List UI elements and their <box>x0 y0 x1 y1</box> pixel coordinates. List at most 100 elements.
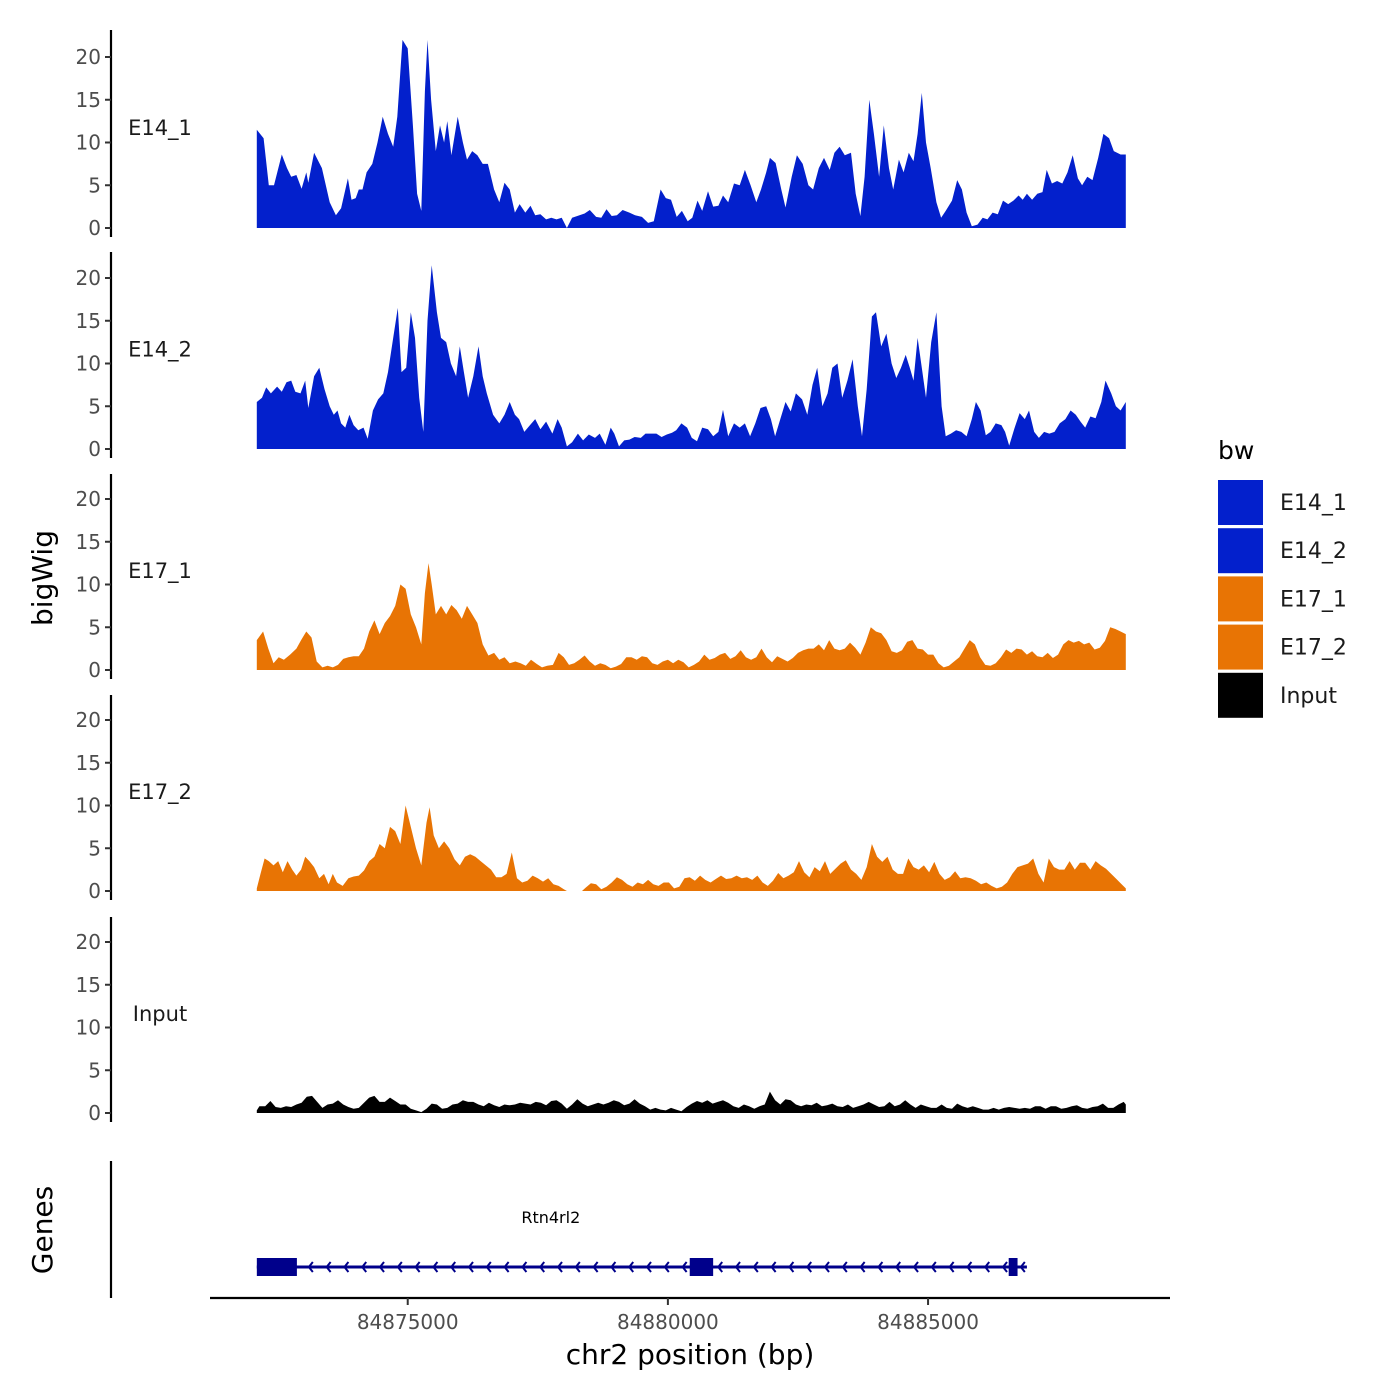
genes-panel-title: Genes <box>26 1186 59 1274</box>
signal-area-e14-2 <box>256 265 1126 449</box>
y-tick-label: 0 <box>88 437 101 461</box>
legend-title: bw <box>1218 436 1254 465</box>
strand-chevron <box>805 1261 813 1273</box>
strand-chevron <box>877 1261 884 1273</box>
y-tick-label: 15 <box>76 973 101 997</box>
y-tick-label: 10 <box>76 794 101 818</box>
strand-chevron <box>734 1261 741 1273</box>
legend-swatch <box>1218 624 1263 670</box>
strand-chevron <box>948 1261 955 1273</box>
legend-swatch <box>1218 576 1263 622</box>
y-tick-label: 15 <box>76 751 101 775</box>
strand-chevron <box>574 1261 581 1273</box>
signal-area-e17-2 <box>256 805 1126 891</box>
gene-models: Rtn4rl2 <box>256 1208 1027 1276</box>
y-tick-label: 5 <box>88 836 101 860</box>
bigwig-tracks: 05101520E14_105101520E14_205101520E17_10… <box>76 30 1126 1125</box>
gene-exon <box>1008 1258 1018 1276</box>
strand-chevron <box>894 1261 902 1273</box>
strand-chevron <box>556 1261 563 1273</box>
legend-entry-e14-2: E14_2 <box>1218 528 1347 574</box>
legend-label: E14_2 <box>1280 539 1347 564</box>
y-tick-label: 10 <box>76 131 101 155</box>
x-tick-label: 84875000 <box>357 1310 459 1334</box>
y-tick-label: 20 <box>76 708 101 732</box>
strand-chevron <box>610 1261 617 1273</box>
strand-chevron <box>538 1261 546 1273</box>
x-tick-label: 84885000 <box>877 1310 979 1334</box>
track-e17-2: 0 5 10 15 20 E17_2 <box>76 695 1126 903</box>
legend-entry-e17-2: E17_2 <box>1218 624 1347 670</box>
strand-chevron <box>449 1261 457 1273</box>
y-tick-label: 0 <box>88 658 101 682</box>
legend-entry-e14-1: E14_1 <box>1218 480 1347 525</box>
strand-chevron <box>467 1261 474 1273</box>
legend-swatch <box>1218 528 1263 574</box>
y-tick-label: 10 <box>76 573 101 597</box>
y-tick-label: 5 <box>88 615 101 639</box>
strand-chevron <box>1019 1261 1026 1273</box>
strand-chevron <box>503 1261 510 1273</box>
strand-chevron <box>432 1261 439 1273</box>
y-tick-label: 0 <box>88 216 101 240</box>
y-tick-label: 5 <box>88 1058 101 1082</box>
gene-label: Rtn4rl2 <box>521 1208 580 1227</box>
y-tick-label: 5 <box>88 394 101 418</box>
x-axis: 84875000 84880000 84885000 chr2 position (… <box>210 1296 1170 1371</box>
strand-chevron <box>627 1261 635 1273</box>
strand-chevron <box>823 1261 830 1273</box>
y-tick-label: 15 <box>76 530 101 554</box>
genes-panel: Genes Rtn4rl2 <box>26 1161 1027 1298</box>
strand-chevron <box>716 1261 724 1273</box>
strand-chevron <box>912 1261 919 1273</box>
legend: bw E14_1 E14_2 E17_1 E17_2 Input <box>1218 436 1347 718</box>
track-e14-1: 0 5 10 15 20 E14_1 <box>76 30 1126 240</box>
strand-chevron <box>378 1261 385 1273</box>
legend-label: E14_1 <box>1280 491 1347 516</box>
y-tick-label: 10 <box>76 352 101 376</box>
strand-chevron <box>752 1261 759 1273</box>
gene-rtn4rl2: Rtn4rl2 <box>256 1208 1027 1276</box>
legend-swatch <box>1218 480 1263 525</box>
legend-label: E17_1 <box>1280 587 1347 612</box>
y-tick-label: 20 <box>76 45 101 69</box>
strand-chevron <box>325 1261 332 1273</box>
signal-area-input <box>256 1091 1126 1113</box>
strand-chevron <box>681 1261 688 1273</box>
strand-chevron <box>841 1261 848 1273</box>
y-tick-label: 0 <box>88 879 101 903</box>
gene-exon <box>689 1258 714 1276</box>
strand-chevron <box>1001 1261 1008 1273</box>
strand-chevron <box>485 1261 492 1273</box>
legend-label: Input <box>1280 684 1337 709</box>
strand-chevron <box>788 1261 795 1273</box>
x-axis-ticks: 84875000 84880000 84885000 <box>357 1298 979 1334</box>
strand-chevron <box>307 1261 314 1273</box>
track-label-input: Input <box>133 1002 187 1026</box>
y-tick-label: 10 <box>76 1016 101 1040</box>
strand-chevron <box>966 1261 973 1273</box>
track-label-e17-1: E17_1 <box>128 559 192 584</box>
strand-chevron <box>414 1261 421 1273</box>
y-tick-label: 20 <box>76 487 101 511</box>
x-tick-label: 84880000 <box>617 1310 719 1334</box>
strand-chevron <box>521 1261 528 1273</box>
track-e14-2: 0 5 10 15 20 E14_2 <box>76 252 1126 461</box>
strand-chevron <box>645 1261 652 1273</box>
y-tick-label: 15 <box>76 88 101 112</box>
legend-entries: E14_1 E14_2 E17_1 E17_2 Input <box>1218 480 1347 718</box>
track-e17-1: 0 5 10 15 20 E17_1 <box>76 474 1126 682</box>
signal-area-e14-1 <box>256 39 1126 229</box>
strand-chevron <box>663 1261 670 1273</box>
y-tick-label: 15 <box>76 309 101 333</box>
strand-chevron <box>343 1261 350 1273</box>
signal-area-e17-1 <box>256 563 1126 670</box>
strand-chevron <box>396 1261 403 1273</box>
legend-swatch <box>1218 672 1263 718</box>
track-label-e17-2: E17_2 <box>128 780 192 805</box>
y-axis-title: bigWig <box>26 530 59 626</box>
x-axis-title: chr2 position (bp) <box>566 1338 815 1371</box>
y-tick-label: 0 <box>88 1101 101 1125</box>
strand-chevron <box>360 1261 368 1273</box>
